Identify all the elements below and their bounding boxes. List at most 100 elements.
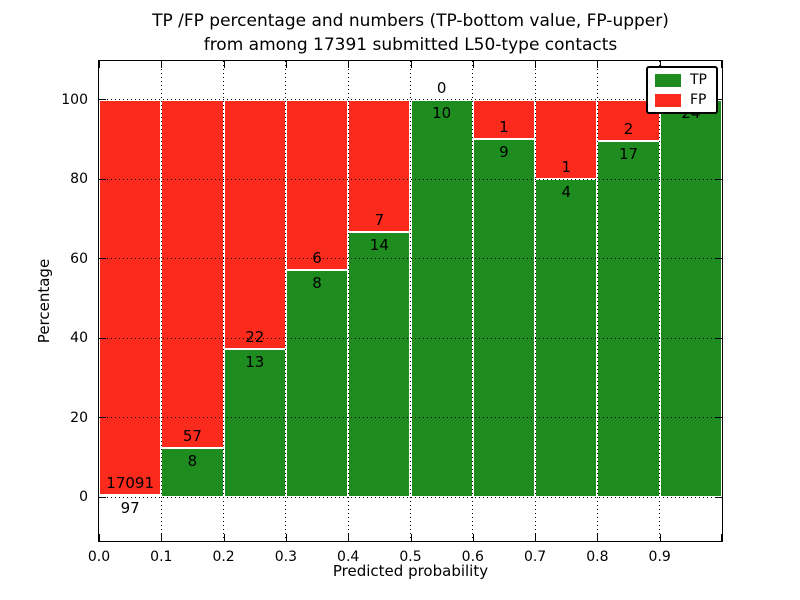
x-tick-mark (659, 534, 661, 541)
x-tick-mark (721, 534, 722, 541)
tp-count-label: 8 (187, 452, 198, 471)
y-tick-label: 0 (79, 489, 88, 505)
x-tick-mark (721, 61, 722, 68)
bar-tp-segment (161, 448, 224, 497)
tp-count-label: 4 (561, 183, 572, 202)
y-tick-mark (99, 337, 106, 339)
fp-count-label: 0 (436, 78, 447, 97)
x-tick-mark (410, 534, 412, 541)
x-tick-mark (597, 534, 599, 541)
bar-fp-segment (535, 99, 598, 180)
x-tick-label: 0.7 (523, 549, 547, 565)
y-tick-mark (715, 417, 722, 419)
v-gridline (659, 61, 661, 541)
bar-fp-segment (161, 99, 224, 449)
v-gridline (596, 61, 598, 541)
x-tick-label: 0.5 (399, 549, 422, 565)
v-gridline (347, 61, 349, 541)
x-tick-mark (161, 61, 163, 68)
y-tick-mark (715, 178, 722, 180)
bar-tp-segment (410, 99, 473, 497)
fp-color-swatch (655, 93, 681, 107)
legend-label-fp: FP (690, 92, 707, 108)
legend-item-tp: TP (655, 73, 707, 87)
x-tick-mark (535, 61, 537, 68)
fp-count-label: 2 (623, 120, 634, 139)
x-tick-mark (472, 534, 474, 541)
x-tick-label: 0.0 (87, 549, 111, 565)
x-tick-mark (659, 61, 661, 68)
y-tick-label: 100 (61, 91, 88, 108)
fp-count-label: 6 (312, 248, 322, 267)
bar-fp-segment (285, 99, 349, 270)
y-tick-mark (715, 337, 722, 339)
y-tick-label: 80 (70, 171, 88, 188)
bar-tp-segment (285, 269, 349, 497)
bar-tp-segment (659, 99, 722, 497)
bar-tp-segment (597, 141, 660, 497)
y-tick-label: 40 (70, 330, 88, 347)
x-tick-label: 0.9 (648, 549, 671, 565)
v-gridline (410, 61, 411, 541)
tp-count-label: 10 (432, 103, 452, 122)
x-tick-mark (285, 534, 287, 541)
bar-tp-segment (348, 232, 411, 497)
tp-count-label: 9 (499, 143, 509, 162)
fp-count-label: 22 (245, 328, 265, 347)
y-tick-mark (715, 99, 722, 101)
x-tick-mark (99, 534, 100, 541)
bar-fp-segment (99, 99, 162, 495)
x-axis-label: Predicted probability (332, 562, 489, 580)
y-tick-mark (99, 496, 106, 498)
y-tick-mark (99, 178, 106, 180)
chart-title-line2: from among 17391 submitted L50-type cont… (203, 35, 618, 55)
x-tick-label: 0.6 (461, 549, 484, 565)
tp-count-label: 17 (619, 145, 639, 164)
y-tick-mark (99, 417, 106, 419)
tp-count-label: 13 (245, 353, 265, 372)
x-tick-label: 0.3 (274, 549, 298, 565)
x-tick-mark (535, 534, 537, 541)
fp-count-label: 7 (374, 211, 385, 230)
tp-color-swatch (655, 73, 681, 87)
fp-count-label: 17091 (106, 473, 155, 492)
y-tick-mark (715, 496, 722, 498)
plot-area: 17091975782213687140101914217024 (98, 60, 723, 542)
legend: TP FP (646, 66, 718, 114)
chart-title: TP /FP percentage and numbers (TP-bottom… (98, 9, 723, 57)
x-tick-mark (285, 61, 287, 68)
tp-count-label: 97 (120, 498, 140, 517)
legend-item-fp: FP (655, 93, 707, 107)
x-tick-mark (223, 61, 225, 68)
y-tick-label: 60 (70, 250, 88, 267)
tp-count-label: 14 (369, 236, 389, 255)
x-tick-label: 0.4 (337, 549, 360, 565)
bar-tp-segment (99, 494, 162, 497)
x-tick-label: 0.8 (586, 549, 609, 565)
legend-label-tp: TP (690, 72, 707, 88)
tp-count-label: 8 (312, 273, 322, 292)
bar-tp-segment (223, 349, 286, 497)
x-tick-mark (223, 534, 225, 541)
x-tick-mark (99, 61, 100, 68)
bar-fp-segment (348, 99, 411, 233)
y-tick-mark (99, 258, 106, 260)
v-gridline (472, 61, 474, 541)
y-tick-mark (99, 99, 106, 101)
x-tick-mark (472, 61, 474, 68)
x-tick-mark (348, 61, 350, 68)
x-tick-mark (161, 534, 163, 541)
x-tick-label: 0.2 (212, 549, 235, 565)
y-tick-label: 20 (70, 409, 88, 426)
bar-tp-segment (472, 139, 536, 497)
v-gridline (223, 61, 225, 541)
chart-title-line1: TP /FP percentage and numbers (TP-bottom… (152, 11, 669, 31)
bar-fp-segment (223, 99, 286, 350)
x-tick-mark (348, 534, 350, 541)
x-tick-mark (597, 61, 599, 68)
fp-count-label: 57 (182, 427, 202, 446)
v-gridline (534, 61, 536, 541)
x-tick-mark (410, 61, 412, 68)
y-tick-mark (715, 258, 722, 260)
